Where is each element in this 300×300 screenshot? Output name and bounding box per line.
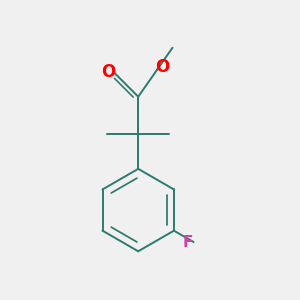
Text: O: O: [155, 58, 170, 76]
Text: F: F: [182, 236, 193, 250]
Text: O: O: [101, 63, 116, 81]
